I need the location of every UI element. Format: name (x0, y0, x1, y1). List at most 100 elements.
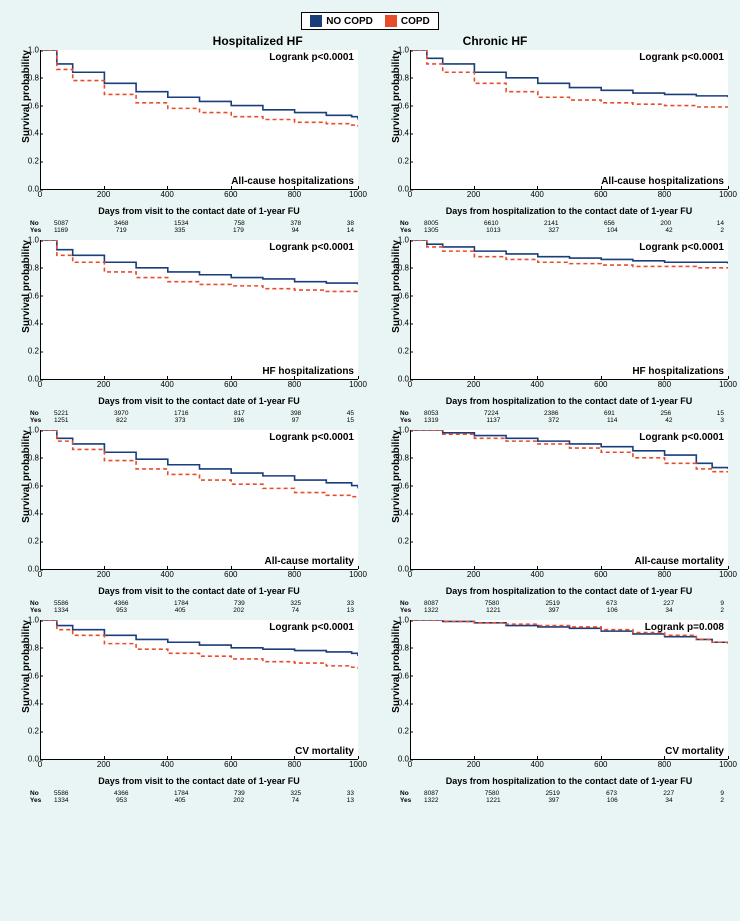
risk-cell: 5586 (54, 790, 68, 797)
risk-cell: 1322 (424, 797, 438, 804)
risk-cell: 179 (233, 227, 244, 234)
risk-cell: 114 (607, 417, 617, 424)
x-tick: 1000 (349, 380, 367, 389)
risk-cell: 1137 (486, 417, 500, 424)
risk-cell: 4366 (114, 600, 128, 607)
risk-cell: 3468 (114, 220, 128, 227)
x-axis-label: Days from hospitalization to the contact… (410, 586, 728, 596)
risk-cell: 397 (548, 797, 559, 804)
x-tick: 400 (531, 190, 544, 199)
x-tick: 800 (288, 380, 301, 389)
legend-item-no-copd: NO COPD (310, 15, 373, 27)
legend-item-copd: COPD (385, 15, 430, 27)
y-tick: 0.6 (28, 291, 39, 300)
y-tick: 0.4 (28, 509, 39, 518)
risk-cell: 1251 (54, 417, 68, 424)
y-tick: 0.6 (398, 101, 409, 110)
risk-cell: 8053 (424, 410, 438, 417)
risk-cell: 227 (663, 790, 674, 797)
plot-area: 0.00.20.40.60.81.0Logrank p<0.0001All-ca… (410, 430, 728, 570)
risk-cell: 42 (665, 417, 672, 424)
risk-cell: 33 (347, 600, 354, 607)
plot-area: 0.00.20.40.60.81.0Logrank p<0.0001HF hos… (40, 240, 358, 380)
legend-label-no-copd: NO COPD (326, 16, 373, 27)
x-tick: 0 (408, 380, 412, 389)
risk-cell: 13 (347, 797, 354, 804)
x-tick: 600 (594, 380, 607, 389)
x-tick: 1000 (349, 570, 367, 579)
risk-row-label: No (400, 600, 420, 607)
plot-area: 0.00.20.40.60.81.0Logrank p<0.0001CV mor… (40, 620, 358, 760)
risk-cell: 1319 (424, 417, 438, 424)
x-tick: 600 (224, 380, 237, 389)
outcome-label: All-cause mortality (635, 556, 724, 567)
x-tick: 600 (594, 570, 607, 579)
risk-cell: 373 (175, 417, 186, 424)
x-tick: 800 (288, 570, 301, 579)
risk-row: Yes13051013327104422 (400, 227, 728, 234)
risk-cell: 739 (234, 600, 245, 607)
x-tick: 1000 (349, 760, 367, 769)
x-axis-label: Days from hospitalization to the contact… (410, 206, 728, 216)
km-panel: Survival probability0.00.20.40.60.81.0Lo… (12, 430, 358, 614)
risk-cell: 817 (234, 410, 245, 417)
x-tick: 0 (38, 190, 42, 199)
y-tick: 0.4 (398, 509, 409, 518)
risk-cell: 6610 (484, 220, 498, 227)
swatch-copd (385, 15, 397, 27)
x-tick: 200 (467, 570, 480, 579)
risk-cell: 94 (292, 227, 299, 234)
y-tick: 0.6 (398, 671, 409, 680)
x-tick: 200 (97, 380, 110, 389)
km-panel: Survival probability0.00.20.40.60.81.0Lo… (12, 620, 358, 804)
risk-row: No55864366178473932533 (30, 790, 358, 797)
x-tick: 0 (408, 570, 412, 579)
risk-row: Yes11697193351799414 (30, 227, 358, 234)
x-tick: 0 (38, 570, 42, 579)
risk-cell: 1221 (486, 607, 500, 614)
risk-cell: 953 (116, 607, 127, 614)
risk-cell: 673 (606, 790, 617, 797)
y-tick: 0.6 (28, 481, 39, 490)
x-tick: 800 (288, 760, 301, 769)
x-tick: 400 (161, 760, 174, 769)
y-tick: 1.0 (398, 616, 409, 625)
risk-cell: 4366 (114, 790, 128, 797)
risk-cell: 38 (347, 220, 354, 227)
risk-row: Yes13191137372114423 (400, 417, 728, 424)
risk-cell: 1784 (174, 790, 188, 797)
risk-cell: 325 (290, 790, 301, 797)
y-tick: 0.2 (398, 157, 409, 166)
risk-row-label: No (30, 410, 50, 417)
risk-table: No80537224238669125615Yes131911373721144… (400, 410, 728, 424)
risk-cell: 325 (290, 600, 301, 607)
x-tick: 0 (408, 190, 412, 199)
risk-row-label: Yes (400, 227, 420, 234)
risk-cell: 673 (606, 600, 617, 607)
risk-cell: 405 (175, 607, 186, 614)
x-tick: 600 (224, 190, 237, 199)
y-tick: 1.0 (398, 236, 409, 245)
x-tick: 0 (408, 760, 412, 769)
x-tick: 200 (97, 760, 110, 769)
logrank-text: Logrank p<0.0001 (269, 622, 354, 633)
y-tick: 0.4 (28, 699, 39, 708)
risk-row-label: Yes (400, 417, 420, 424)
risk-row-label: No (400, 220, 420, 227)
risk-cell: 97 (292, 417, 299, 424)
risk-row-label: Yes (30, 417, 50, 424)
risk-cell: 106 (607, 607, 618, 614)
risk-cell: 34 (665, 607, 672, 614)
plot-area: 0.00.20.40.60.81.0Logrank p<0.0001All-ca… (40, 430, 358, 570)
risk-cell: 34 (665, 797, 672, 804)
logrank-text: Logrank p<0.0001 (639, 432, 724, 443)
risk-table: No80056610214165620014Yes130510133271044… (400, 220, 728, 234)
risk-cell: 5586 (54, 600, 68, 607)
x-tick: 200 (97, 570, 110, 579)
y-tick: 0.6 (398, 291, 409, 300)
risk-row: No52213970171681739845 (30, 410, 358, 417)
risk-cell: 2 (720, 227, 724, 234)
risk-cell: 5221 (54, 410, 68, 417)
km-panel: Survival probability0.00.20.40.60.81.0Lo… (12, 50, 358, 234)
risk-cell: 9 (720, 600, 724, 607)
